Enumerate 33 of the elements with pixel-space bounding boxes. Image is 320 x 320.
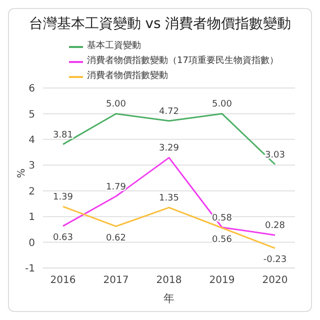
data-label: 1.35 xyxy=(158,194,180,204)
y-tick-label: 2 xyxy=(28,186,35,198)
data-label: 3.29 xyxy=(158,144,180,154)
y-tick-label: 4 xyxy=(28,134,35,146)
y-tick-label: 6 xyxy=(28,84,35,95)
data-label: 4.72 xyxy=(158,106,180,117)
y-tick-label: 3 xyxy=(28,160,35,172)
data-label: 0.28 xyxy=(264,221,286,232)
y-axis-title: % xyxy=(16,168,28,178)
y-tick-label: -1 xyxy=(25,264,35,275)
data-label: 0.62 xyxy=(106,233,126,244)
y-tick-label: 0 xyxy=(28,238,35,249)
x-tick-label: 2016 xyxy=(50,275,76,286)
data-label: 0.56 xyxy=(212,234,232,245)
x-tick-label: 2019 xyxy=(209,275,235,286)
data-label: 3.81 xyxy=(52,130,74,140)
data-label: 1.39 xyxy=(52,192,74,203)
y-tick-label: 5 xyxy=(28,109,35,120)
x-tick-label: 2020 xyxy=(262,275,288,286)
data-label: 5.00 xyxy=(106,100,126,110)
data-label: -0.23 xyxy=(263,255,287,266)
legend-label: 基本工資變動 xyxy=(87,40,141,53)
data-label: 5.00 xyxy=(212,100,232,110)
data-label: 0.63 xyxy=(52,233,74,244)
legend-label: 消費者物價指數變動 xyxy=(87,70,168,83)
x-tick-label: 2017 xyxy=(103,275,129,286)
chart-title: 台灣基本工資變動 vs 消費者物價指數變動 xyxy=(28,15,292,33)
y-tick-label: 1 xyxy=(28,212,35,224)
data-label: 3.03 xyxy=(264,150,286,160)
legend-label: 消費者物價指數變動（17項重要民生物資指數） xyxy=(87,54,278,68)
data-label: 1.79 xyxy=(106,182,126,192)
x-tick-label: 2018 xyxy=(156,275,182,286)
x-axis-title: 年 xyxy=(164,292,174,305)
